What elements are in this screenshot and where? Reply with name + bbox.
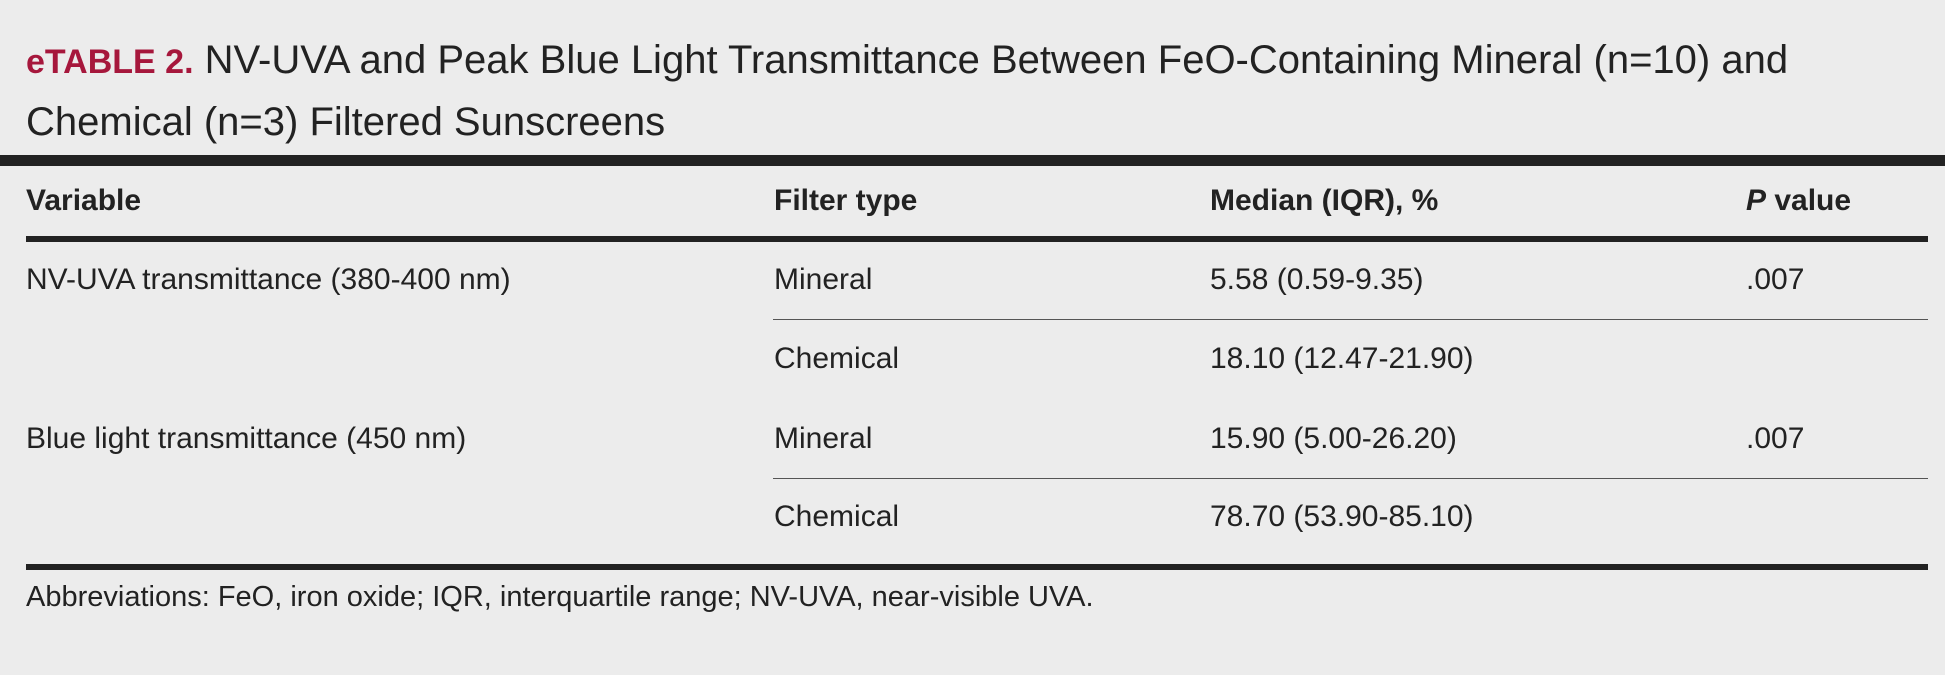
row-3-p-value: .007	[1746, 422, 1805, 455]
row-2-filter-type: Chemical	[774, 342, 900, 375]
header-filter-type: Filter type	[774, 184, 918, 217]
table-caption: NV-UVA and Peak Blue Light Transmittance…	[26, 38, 1789, 144]
header-p-rest: value	[1766, 184, 1852, 217]
table-title: eTABLE 2. NV-UVA and Peak Blue Light Tra…	[26, 30, 1926, 152]
row-3-filter-type: Mineral	[774, 422, 873, 455]
row-1-median: 5.58 (0.59-9.35)	[1210, 263, 1424, 296]
top-rule	[0, 155, 1945, 166]
row-divider-1	[773, 319, 1928, 320]
row-2-median: 18.10 (12.47-21.90)	[1210, 342, 1474, 375]
row-1-filter-type: Mineral	[774, 263, 873, 296]
header-p-italic: P	[1746, 184, 1767, 217]
header-p-value: P value	[1746, 181, 1851, 221]
row-1-p-value: .007	[1746, 263, 1805, 296]
row-divider-2	[773, 478, 1928, 479]
row-4-median: 78.70 (53.90-85.10)	[1210, 500, 1474, 533]
row-3-variable: Blue light transmittance (450 nm)	[26, 422, 467, 455]
footnote: Abbreviations: FeO, iron oxide; IQR, int…	[26, 581, 1094, 613]
header-median: Median (IQR), %	[1210, 184, 1439, 217]
table-label: eTABLE 2.	[26, 43, 194, 81]
header-variable: Variable	[26, 184, 142, 217]
header-rule	[26, 236, 1928, 242]
row-1-variable: NV-UVA transmittance (380-400 nm)	[26, 263, 511, 296]
row-4-filter-type: Chemical	[774, 500, 900, 533]
bottom-rule	[26, 564, 1928, 570]
row-3-median: 15.90 (5.00-26.20)	[1210, 422, 1457, 455]
